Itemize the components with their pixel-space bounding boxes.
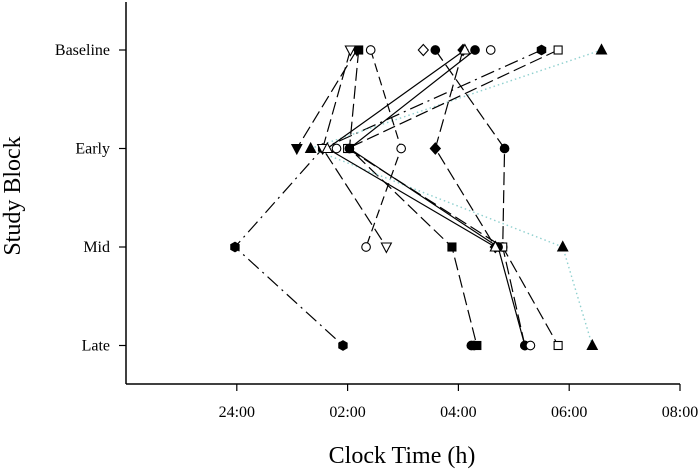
data-point-triangle	[556, 240, 569, 252]
series-line	[348, 49, 526, 346]
series-line	[365, 49, 402, 248]
x-tick-label: 02:00	[329, 404, 365, 421]
data-point-circle	[469, 340, 479, 351]
data-point-circle	[365, 45, 376, 55]
series-lines	[234, 49, 602, 346]
data-point-circle	[396, 143, 407, 154]
axes	[125, 2, 680, 385]
data-point-triangle	[380, 242, 393, 254]
data-point-triangle	[586, 338, 599, 351]
y-tick-label: Mid	[83, 239, 110, 256]
data-point-hexagon	[230, 241, 240, 253]
y-tick-label: Early	[75, 141, 110, 158]
x-axis-ticks: 24:00 02:00 04:00 06:00 08:00	[219, 384, 698, 421]
data-point-hexagon	[338, 340, 348, 351]
data-point-triangle	[290, 143, 303, 156]
data-point-circle	[361, 242, 371, 252]
data-markers	[230, 43, 608, 351]
series-line	[308, 49, 602, 346]
data-point-triangle	[344, 45, 357, 57]
data-point-diamond	[429, 142, 442, 155]
series-line	[234, 49, 542, 346]
series-line	[434, 49, 526, 346]
x-tick-label: 06:00	[551, 404, 587, 421]
y-axis-ticks: Late Mid Early Baseline	[55, 42, 126, 355]
series-line	[346, 49, 559, 346]
data-point-circle	[525, 340, 536, 351]
x-tick-label: 04:00	[440, 404, 476, 421]
data-point-triangle	[458, 43, 471, 55]
data-point-hexagon	[536, 44, 547, 56]
data-point-circle	[470, 45, 480, 55]
data-point-triangle	[321, 141, 334, 154]
data-point-circle	[430, 45, 441, 55]
data-point-triangle	[304, 141, 317, 154]
data-point-circle	[485, 45, 496, 55]
y-tick-label: Late	[82, 338, 110, 355]
y-axis-title: Study Block	[0, 136, 26, 255]
x-tick-label: 08:00	[662, 404, 698, 421]
x-axis-title: Clock Time (h)	[329, 443, 476, 469]
x-tick-label: 24:00	[219, 404, 255, 421]
data-point-circle	[499, 143, 510, 154]
data-point-square	[553, 45, 563, 55]
data-point-diamond	[417, 43, 430, 57]
series-line	[296, 49, 358, 149]
data-point-circle	[344, 143, 355, 154]
data-point-triangle	[595, 43, 608, 55]
data-point-square	[553, 340, 563, 351]
y-tick-label: Baseline	[55, 42, 110, 59]
data-point-circle	[331, 143, 342, 154]
data-point-triangle	[489, 240, 502, 252]
series-line	[348, 49, 478, 346]
data-point-square	[447, 242, 457, 252]
